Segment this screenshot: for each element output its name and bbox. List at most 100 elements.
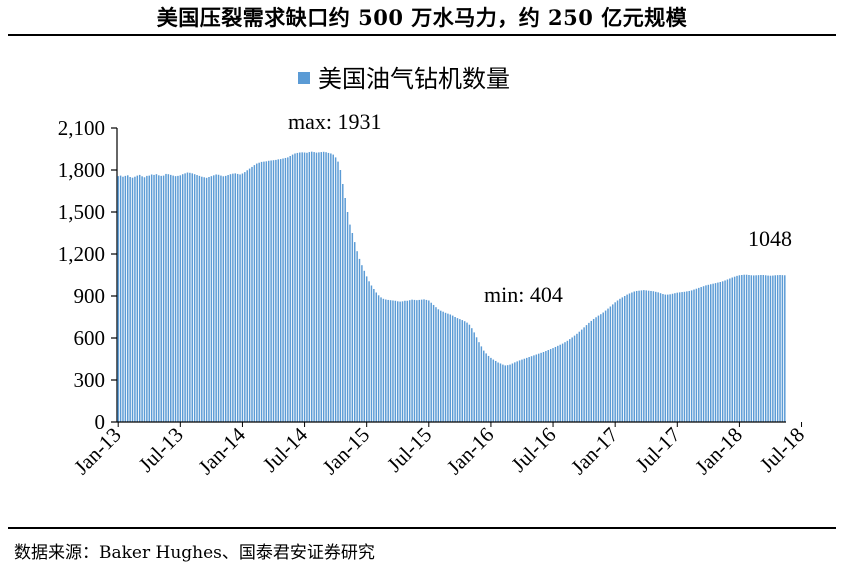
- bar: [526, 357, 528, 422]
- bar: [248, 168, 251, 422]
- bar: [693, 289, 695, 422]
- bar: [196, 175, 198, 422]
- bar: [320, 152, 323, 422]
- bar: [769, 275, 772, 422]
- y-tick-label: 1,500: [58, 200, 105, 224]
- bar: [772, 275, 774, 422]
- bar: [344, 198, 346, 422]
- rig-count-chart: 美国油气钻机数量 03006009001,2001,5001,8002,100 …: [58, 65, 809, 480]
- max-annotation: max: 1931: [288, 109, 382, 134]
- bar: [399, 301, 401, 422]
- bar: [153, 174, 155, 422]
- bar: [719, 282, 722, 422]
- bar: [545, 351, 547, 422]
- bar: [781, 275, 784, 422]
- bar: [220, 175, 222, 422]
- bar: [494, 360, 497, 422]
- bar: [597, 315, 600, 422]
- bar: [279, 159, 282, 422]
- bar: [671, 293, 674, 422]
- bar: [397, 301, 399, 422]
- source-note: 数据来源：Baker Hughes、国泰君安证券研究: [14, 543, 375, 563]
- bar: [444, 312, 447, 422]
- bar: [270, 160, 272, 422]
- bar: [303, 152, 306, 422]
- bar: [607, 308, 609, 422]
- bar: [736, 275, 738, 422]
- bar: [287, 157, 289, 422]
- bar: [753, 275, 755, 422]
- bar: [330, 153, 332, 422]
- bar: [127, 175, 129, 422]
- bar: [435, 307, 437, 422]
- bar: [265, 161, 268, 422]
- bar: [662, 294, 664, 422]
- y-tick-label: 0: [95, 410, 106, 434]
- bar: [612, 304, 614, 422]
- bar: [349, 224, 351, 422]
- bar: [165, 173, 167, 422]
- bar: [375, 292, 377, 422]
- bar: [308, 152, 311, 422]
- bar: [301, 152, 303, 423]
- bar: [351, 233, 354, 422]
- bar: [702, 286, 705, 422]
- bar: [652, 291, 655, 422]
- footer-rule: [8, 527, 836, 529]
- bar: [440, 310, 442, 422]
- bar: [480, 346, 483, 422]
- bar: [449, 314, 452, 422]
- bar: [213, 175, 215, 422]
- bar: [609, 306, 612, 422]
- bar: [554, 346, 557, 422]
- bar: [717, 282, 719, 422]
- bar: [370, 285, 373, 422]
- bar: [136, 175, 139, 422]
- bar: [420, 299, 423, 422]
- bar: [368, 281, 370, 422]
- bar: [616, 300, 619, 422]
- bar: [561, 343, 564, 422]
- bar: [592, 318, 595, 422]
- x-tick-label: Jul-13: [134, 423, 188, 477]
- bar: [315, 152, 318, 422]
- bar: [619, 298, 621, 422]
- legend: 美国油气钻机数量: [298, 65, 510, 93]
- bar: [631, 292, 633, 422]
- bar: [741, 275, 743, 422]
- bar: [650, 290, 652, 422]
- bar: [487, 355, 490, 422]
- bar: [461, 320, 463, 422]
- x-tick-label: Jan-16: [442, 423, 499, 480]
- bar: [284, 157, 287, 422]
- bar: [282, 158, 284, 422]
- bar: [628, 293, 631, 422]
- bar: [695, 288, 698, 422]
- bar: [557, 345, 559, 422]
- bar: [406, 300, 409, 422]
- bar: [664, 294, 667, 422]
- bar: [241, 173, 244, 422]
- x-tick-label: Jul-17: [631, 423, 685, 477]
- last-value-annotation: 1048: [748, 226, 792, 251]
- bar: [540, 352, 542, 422]
- bar: [229, 174, 232, 422]
- chart-title: 美国压裂需求缺口约 500 万水马力，约 250 亿元规模: [156, 5, 688, 30]
- bar: [205, 177, 208, 422]
- bar: [236, 173, 239, 422]
- bar: [669, 294, 671, 422]
- bar: [506, 365, 509, 422]
- bar: [614, 302, 616, 422]
- bar: [530, 356, 533, 422]
- bars: [117, 151, 786, 423]
- bar: [217, 174, 220, 422]
- bar: [518, 360, 521, 422]
- bar: [411, 299, 413, 422]
- bar: [294, 153, 296, 422]
- bar: [764, 275, 767, 422]
- x-tick-label: Jan-18: [690, 423, 747, 480]
- bar: [760, 275, 762, 422]
- y-tick-label: 1,800: [58, 158, 105, 182]
- bar: [387, 299, 389, 422]
- bar: [681, 292, 683, 422]
